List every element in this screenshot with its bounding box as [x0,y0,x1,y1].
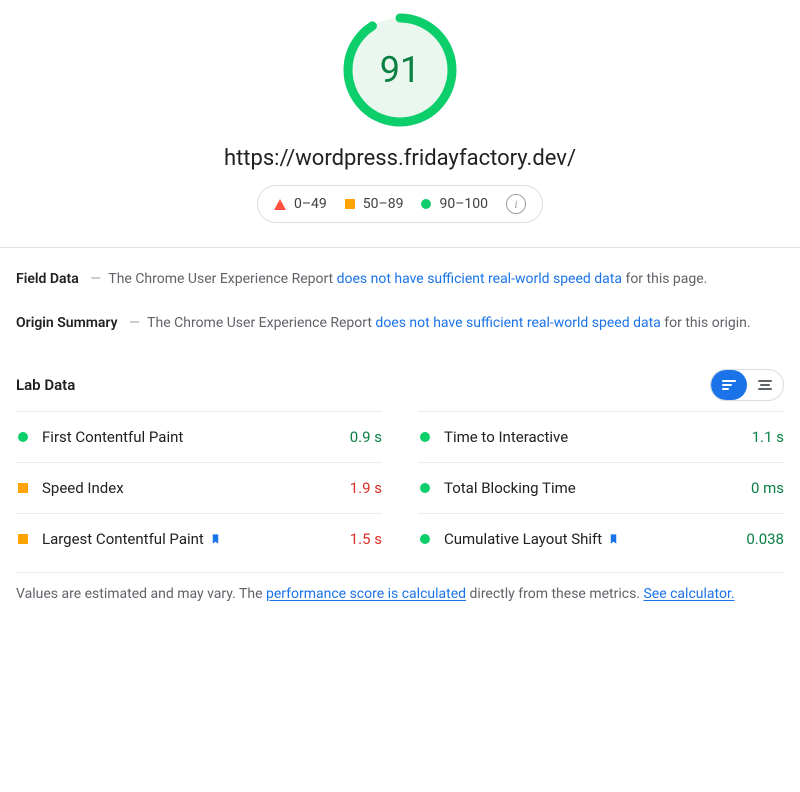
field-data-lead: The Chrome User Experience Report [108,271,336,287]
metric-value: 0.038 [746,530,784,548]
metric-row[interactable]: Total Blocking Time0 ms [418,462,784,513]
origin-summary-link[interactable]: does not have sufficient real-world spee… [375,315,660,331]
divider [0,247,800,248]
score-legend: 0–49 50–89 90–100 i [257,185,543,223]
square-icon [18,534,28,544]
legend-good-label: 90–100 [439,196,488,212]
metric-row[interactable]: Speed Index1.9 s [16,462,382,513]
info-icon[interactable]: i [506,194,526,214]
triangle-icon [274,199,286,210]
legend-good: 90–100 [421,196,488,212]
metric-value: 0.9 s [350,428,382,446]
metric-row[interactable]: Time to Interactive1.1 s [418,411,784,462]
legend-poor-label: 0–49 [294,196,327,212]
legend-avg-label: 50–89 [363,196,404,212]
field-data-tail: for this page. [622,271,707,287]
align-left-icon [722,380,736,390]
square-icon [18,483,28,493]
metric-value: 1.9 s [350,479,382,497]
bookmark-icon [210,532,221,546]
score-value: 91 [340,10,460,130]
metric-name: Total Blocking Time [444,479,751,497]
metric-name: Largest Contentful Paint [42,530,350,548]
origin-summary-title: Origin Summary [16,315,118,331]
origin-summary-lead: The Chrome User Experience Report [147,315,375,331]
footnote-link-calculator[interactable]: See calculator. [643,586,734,602]
metric-name: Time to Interactive [444,428,752,446]
circle-icon [18,432,28,442]
metric-row[interactable]: Cumulative Layout Shift 0.038 [418,513,784,564]
footnote-pre: Values are estimated and may vary. The [16,586,266,602]
field-data-link[interactable]: does not have sufficient real-world spee… [337,271,622,287]
view-toggle-compact[interactable] [747,370,783,400]
legend-poor: 0–49 [274,196,327,212]
metric-row[interactable]: Largest Contentful Paint 1.5 s [16,513,382,564]
lab-data-title: Lab Data [16,376,75,394]
page-url: https://wordpress.fridayfactory.dev/ [224,146,576,171]
field-data-title: Field Data [16,271,79,287]
footnote-mid: directly from these metrics. [466,586,643,602]
bookmark-icon [608,532,619,546]
metric-name: Cumulative Layout Shift [444,530,746,548]
view-toggle-expanded[interactable] [711,370,747,400]
metric-value: 1.1 s [752,428,784,446]
view-toggle [710,369,784,401]
metric-row[interactable]: First Contentful Paint0.9 s [16,411,382,462]
circle-icon [421,199,431,209]
circle-icon [420,432,430,442]
legend-avg: 50–89 [345,196,404,212]
field-data-section: Field Data — The Chrome User Experience … [16,268,784,290]
footnote-link-score[interactable]: performance score is calculated [266,586,466,602]
square-icon [345,199,355,209]
metric-name: Speed Index [42,479,350,497]
metric-value: 1.5 s [350,530,382,548]
metric-value: 0 ms [751,479,784,497]
circle-icon [420,483,430,493]
origin-summary-tail: for this origin. [661,315,751,331]
origin-summary-section: Origin Summary — The Chrome User Experie… [16,312,784,334]
metric-name: First Contentful Paint [42,428,350,446]
circle-icon [420,534,430,544]
align-center-icon [758,380,772,390]
lab-footnote: Values are estimated and may vary. The p… [16,572,784,605]
score-gauge: 91 [340,10,460,130]
